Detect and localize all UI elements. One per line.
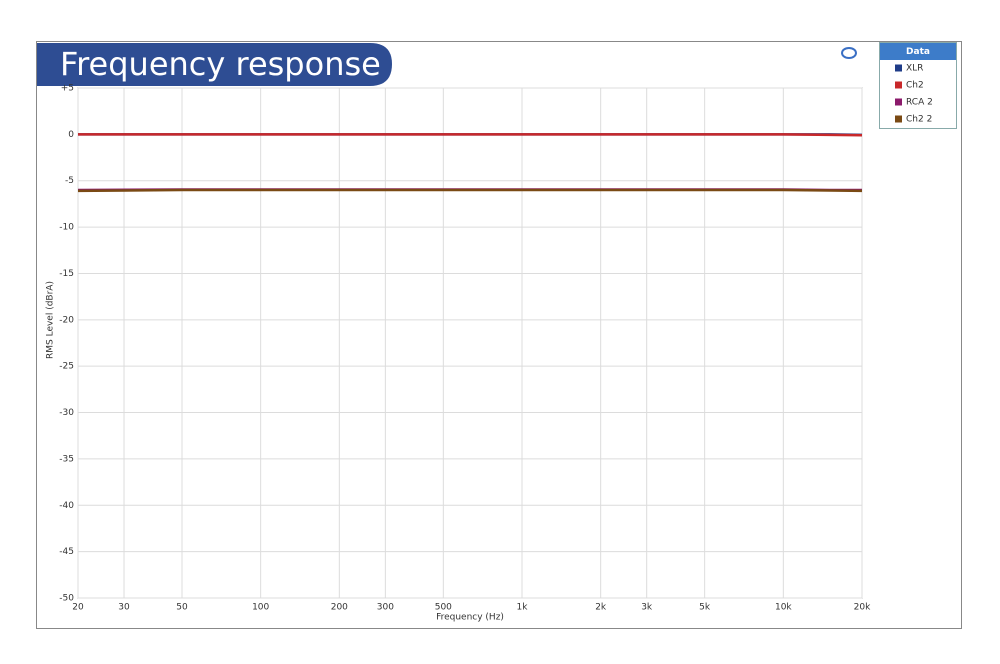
legend-label: RCA 2 xyxy=(906,98,933,108)
x-tick-label: 100 xyxy=(252,603,269,613)
legend-swatch xyxy=(895,116,902,123)
legend-title: Data xyxy=(906,47,930,57)
x-tick-label: 1k xyxy=(517,603,529,613)
series-line xyxy=(78,134,862,135)
plot-area xyxy=(78,88,862,598)
legend-swatch xyxy=(895,99,902,106)
x-tick-label: 3k xyxy=(641,603,653,613)
legend-swatch xyxy=(895,82,902,89)
y-tick-label: +5 xyxy=(61,84,74,94)
series-line xyxy=(78,190,862,191)
y-tick-label: -35 xyxy=(59,454,74,464)
y-tick-label: -10 xyxy=(59,223,74,233)
x-tick-label: 200 xyxy=(331,603,348,613)
y-tick-label: -5 xyxy=(65,176,74,186)
y-tick-label: -20 xyxy=(59,315,74,325)
y-tick-label: 0 xyxy=(68,130,74,140)
x-tick-label: 2k xyxy=(595,603,607,613)
x-tick-label: 10k xyxy=(775,603,792,613)
y-axis-label: RMS Level (dBrA) xyxy=(46,281,56,359)
y-tick-label: -30 xyxy=(59,408,74,418)
x-tick-label: 300 xyxy=(377,603,394,613)
chart-title: Frequency response xyxy=(60,45,381,83)
x-tick-label: 5k xyxy=(699,603,711,613)
x-tick-label: 50 xyxy=(176,603,188,613)
x-tick-label: 20 xyxy=(72,603,84,613)
x-tick-label: 20k xyxy=(854,603,871,613)
x-axis-label: Frequency (Hz) xyxy=(436,613,504,623)
legend-label: XLR xyxy=(906,64,923,74)
legend-label: Ch2 2 xyxy=(906,115,932,125)
y-tick-label: -45 xyxy=(59,547,74,557)
y-tick-label: -40 xyxy=(59,501,74,511)
legend-label: Ch2 xyxy=(906,81,924,91)
legend-swatch xyxy=(895,65,902,72)
y-tick-label: -15 xyxy=(59,269,74,279)
x-tick-label: 500 xyxy=(435,603,452,613)
x-tick-label: 30 xyxy=(118,603,130,613)
y-tick-label: -25 xyxy=(59,362,74,372)
